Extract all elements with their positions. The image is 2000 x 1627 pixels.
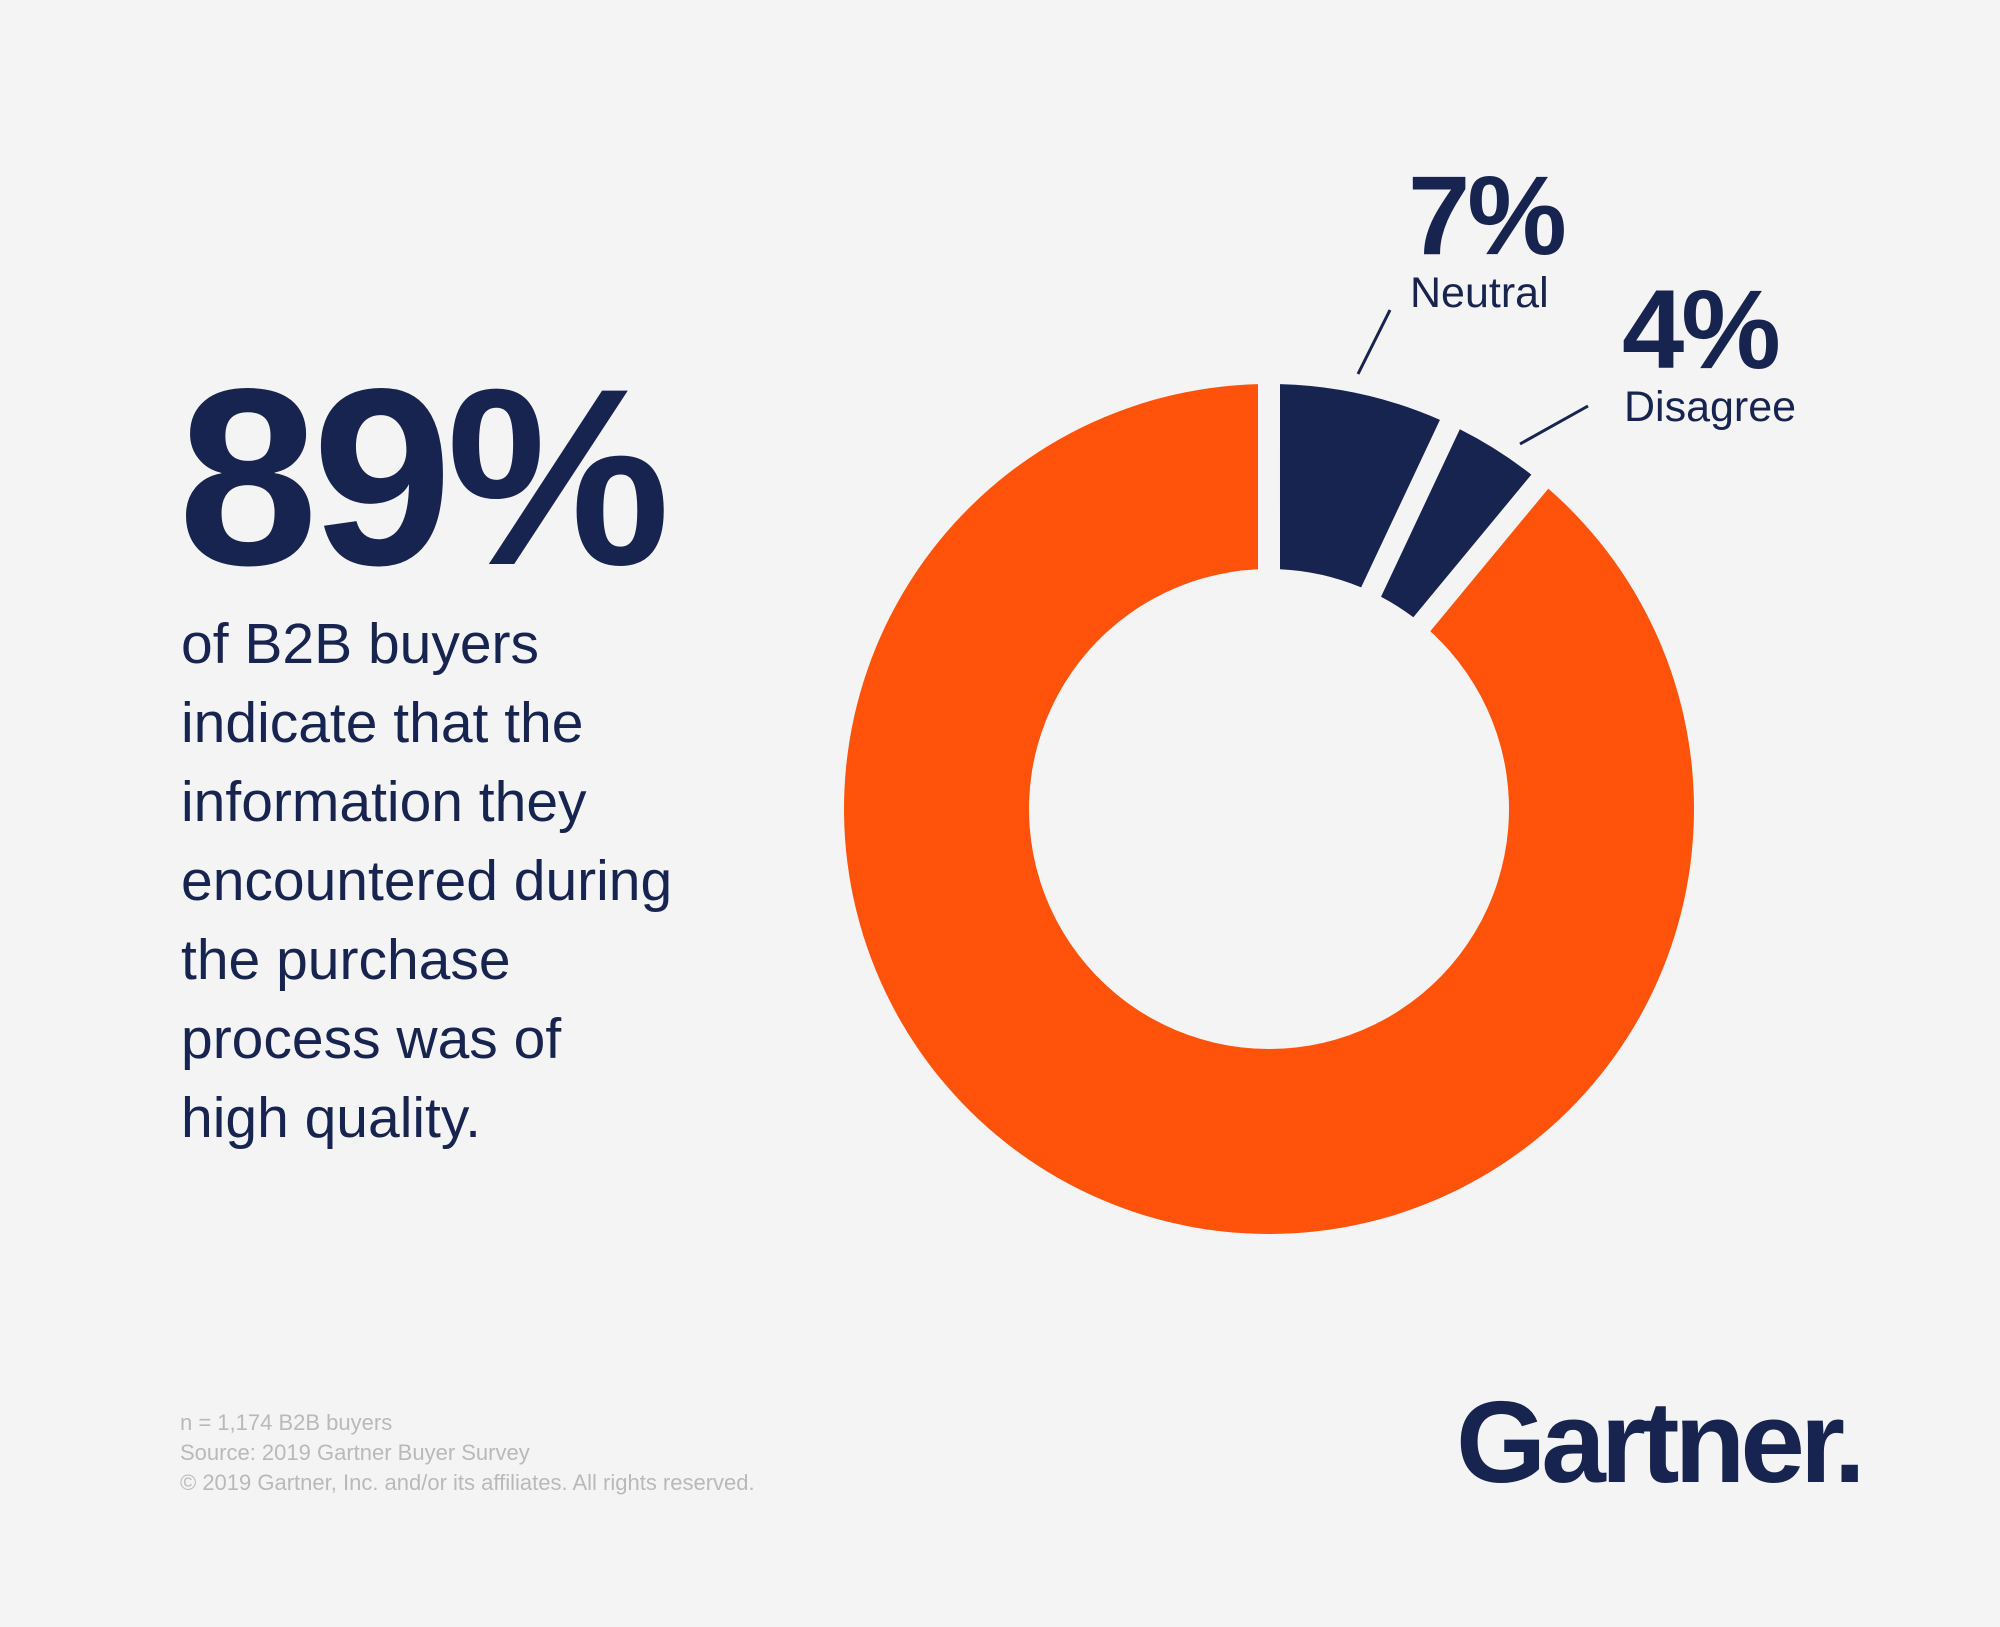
description-line: high quality.	[181, 1086, 481, 1150]
slice-agree	[843, 384, 1694, 1235]
disagree-label: Disagree	[1624, 383, 1797, 431]
gartner-logo: Gartner.	[1456, 1377, 1866, 1507]
headline-percent: 89%	[178, 337, 670, 618]
description-line: of B2B buyers	[181, 612, 540, 676]
slice-disagree	[1381, 429, 1532, 618]
slice-neutral	[1279, 384, 1440, 588]
neutral-label: Neutral	[1410, 269, 1549, 317]
description-line: encountered during	[181, 849, 673, 913]
footnotes: n = 1,174 B2B buyers Source: 2019 Gartne…	[180, 1408, 755, 1498]
neutral-percent-label: 7%	[1408, 153, 1567, 278]
disagree-leader-line	[1519, 404, 1589, 446]
description-line: process was of	[181, 1007, 562, 1071]
neutral-leader-line	[1356, 309, 1392, 375]
footnote-sample: n = 1,174 B2B buyers	[180, 1410, 393, 1435]
footnote-source: Source: 2019 Gartner Buyer Survey	[180, 1440, 530, 1465]
description-line: indicate that the	[181, 691, 584, 755]
footnote-copyright: © 2019 Gartner, Inc. and/or its affiliat…	[180, 1470, 755, 1495]
description-line: information they	[181, 770, 587, 834]
description-line: the purchase	[181, 928, 511, 992]
description: of B2B buyers indicate that the informat…	[181, 605, 672, 1158]
disagree-percent-label: 4%	[1622, 267, 1781, 392]
